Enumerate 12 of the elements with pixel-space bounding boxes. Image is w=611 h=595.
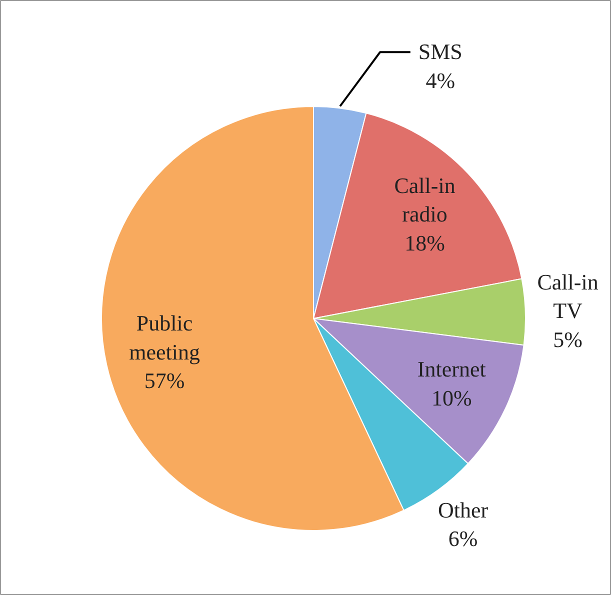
data-label: 5%: [553, 326, 582, 352]
data-label: 18%: [404, 230, 445, 256]
data-label: 10%: [431, 385, 472, 410]
slice-label: Call-in TV: [537, 269, 598, 324]
slice-label: Call-in radio: [394, 172, 456, 227]
data-label: 57%: [144, 368, 185, 394]
data-label: 4%: [426, 68, 456, 93]
slice-label: Other: [438, 497, 489, 522]
slice-label: Public meeting: [129, 310, 200, 364]
slice-label: SMS: [418, 39, 462, 64]
data-label: 6%: [448, 526, 478, 552]
slice-label: Internet: [417, 356, 486, 382]
